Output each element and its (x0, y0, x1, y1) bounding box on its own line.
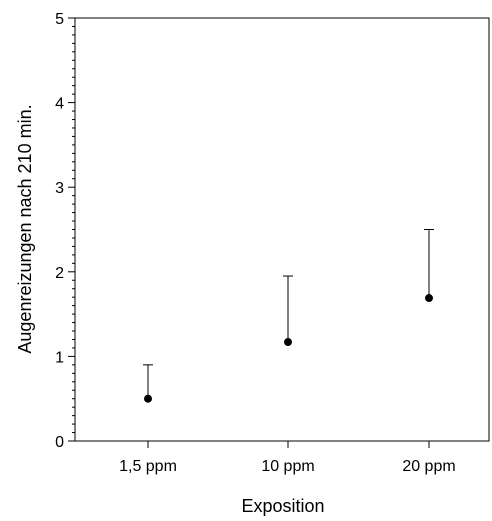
y-tick-label: 5 (55, 11, 64, 28)
y-tick-label: 0 (55, 434, 64, 451)
data-point (425, 294, 433, 303)
x-axis-ticks: 1,5 ppm 10 ppm 20 ppm (119, 441, 456, 475)
data-point (284, 338, 292, 347)
y-tick-label: 2 (55, 265, 64, 282)
x-tick-label: 10 ppm (261, 458, 314, 475)
x-tick-label: 20 ppm (402, 458, 455, 475)
data-marks (143, 229, 434, 403)
y-tick-label: 1 (55, 349, 64, 366)
x-tick-label: 1,5 ppm (119, 458, 177, 475)
x-axis-label: Exposition (241, 496, 324, 516)
y-axis-label: Augenreizungen nach 210 min. (15, 104, 35, 353)
data-point (144, 394, 152, 403)
y-tick-label: 3 (55, 180, 64, 197)
y-tick-label: 4 (55, 96, 64, 113)
y-axis-ticks: 0 1 2 3 4 5 (55, 11, 75, 451)
